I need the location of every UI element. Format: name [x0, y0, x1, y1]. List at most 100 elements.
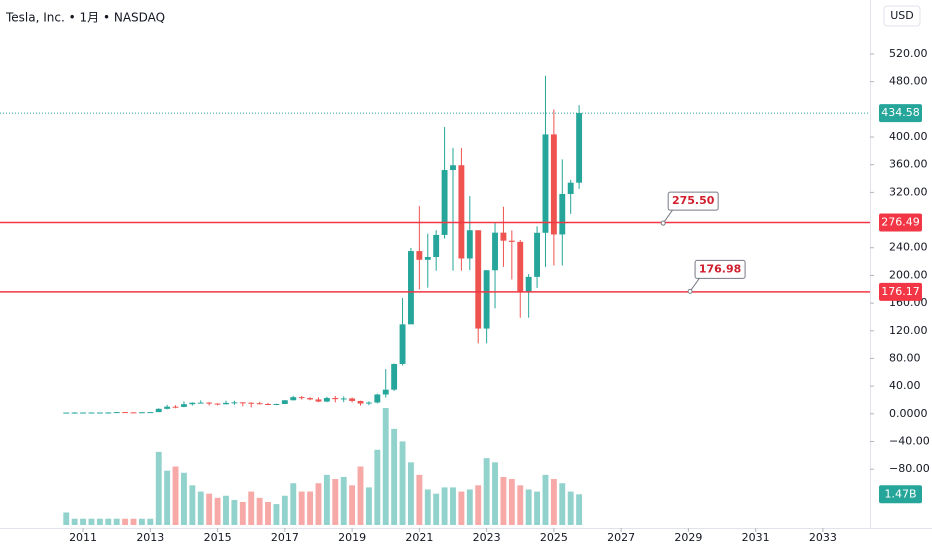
- volume-bar: [122, 518, 129, 525]
- candle-body: [214, 403, 221, 405]
- callout-box: [694, 259, 746, 279]
- x-tick-label: 2027: [607, 531, 635, 544]
- volume-bar: [550, 479, 557, 525]
- y-tick-label: 400.00: [889, 130, 928, 143]
- candle-body: [500, 232, 507, 241]
- candle-body: [239, 402, 246, 404]
- volume-bar: [483, 458, 490, 525]
- candle-body: [138, 412, 145, 414]
- candle-body: [458, 165, 465, 259]
- y-tick-label: 120.00: [889, 324, 928, 337]
- horizontal-line-label: 176.17: [881, 285, 920, 298]
- volume-bar: [189, 485, 196, 525]
- callout-anchor: [687, 288, 693, 294]
- candle-body: [248, 402, 255, 404]
- callout-box: [667, 191, 719, 211]
- volume-bar: [323, 474, 330, 525]
- y-tick-label: 320.00: [889, 185, 928, 198]
- volume-bar: [223, 495, 229, 525]
- candle-body: [483, 270, 490, 329]
- candle-body: [433, 234, 440, 258]
- volume-bar: [256, 497, 263, 525]
- volume-bar: [239, 502, 246, 525]
- callout-label: 275.50: [672, 194, 715, 207]
- candle-body: [559, 193, 566, 235]
- horizontal-line-box: [879, 282, 922, 301]
- candle-body: [164, 406, 171, 409]
- candle-body: [576, 113, 583, 183]
- candle-body: [567, 182, 574, 194]
- candle-body: [80, 412, 87, 414]
- volume-bar: [281, 495, 288, 525]
- candle-body: [517, 241, 524, 293]
- volume-bar: [315, 483, 322, 525]
- candle-body: [63, 412, 70, 414]
- candle-body: [315, 399, 322, 402]
- candle-body: [340, 398, 347, 400]
- volume-bar: [172, 466, 179, 525]
- candle-body: [391, 363, 398, 390]
- volume-bar: [96, 518, 103, 525]
- volume-bar: [525, 489, 532, 525]
- candle-body: [550, 134, 557, 235]
- x-tick-label: 2021: [405, 531, 433, 544]
- volume-bar: [441, 487, 448, 525]
- candle-body: [382, 389, 389, 395]
- currency[interactable]: USD: [890, 9, 914, 22]
- volume-bar: [197, 491, 204, 525]
- candle-body: [206, 402, 213, 404]
- volume-bar: [181, 472, 187, 525]
- volume-bar: [113, 518, 120, 525]
- volume-bar: [105, 518, 112, 525]
- candle-body: [408, 251, 414, 325]
- candle-body: [450, 165, 456, 171]
- candle-body: [88, 412, 95, 414]
- y-tick-label: 360.00: [889, 158, 928, 171]
- volume-bar: [534, 491, 541, 525]
- chart-title: Tesla, Inc. • 1月 • NASDAQ: [5, 11, 165, 25]
- volume-bar: [332, 479, 339, 525]
- x-tick-label: 2017: [271, 531, 299, 544]
- volume-bar: [559, 483, 566, 525]
- volume-bar: [517, 485, 524, 525]
- volume-bar: [458, 491, 465, 525]
- y-tick-label: 0.0000: [889, 407, 928, 420]
- last-price-label: 434.58: [881, 106, 920, 119]
- x-tick-label: 2011: [69, 531, 97, 544]
- candle-body: [273, 403, 280, 405]
- candle-body: [96, 412, 103, 414]
- currency-box[interactable]: [883, 5, 921, 27]
- candle-body: [357, 400, 364, 404]
- y-tick-label: 480.00: [889, 75, 928, 88]
- candle-body: [534, 232, 541, 277]
- candle-body: [155, 408, 162, 413]
- volume-bar: [63, 512, 70, 525]
- candle-body: [105, 412, 112, 414]
- volume-bar: [399, 441, 406, 525]
- volume-bar: [542, 474, 549, 525]
- volume-bar: [147, 518, 154, 525]
- volume-bar: [475, 485, 482, 525]
- candle-body: [281, 400, 288, 404]
- candle-body: [147, 412, 154, 414]
- candle-body: [508, 240, 515, 242]
- volume-bar: [349, 485, 356, 525]
- candle-body: [466, 230, 473, 259]
- candle-body: [256, 403, 263, 405]
- volume-bar: [408, 462, 414, 525]
- volume-bar: [273, 504, 280, 525]
- y-tick-label: 40.00: [889, 379, 921, 392]
- candle-body: [424, 257, 431, 260]
- volume-bar: [340, 476, 347, 525]
- candle-body: [399, 324, 406, 364]
- candle-body: [542, 134, 549, 233]
- x-tick-label: 2023: [473, 531, 501, 544]
- candle-body: [290, 397, 297, 401]
- volume-bar: [155, 451, 162, 525]
- volume-bar: [424, 489, 431, 525]
- candle-body: [416, 251, 423, 260]
- callout-label: 176.98: [699, 262, 741, 275]
- volume-bar: [450, 487, 456, 525]
- candle-body: [365, 402, 372, 404]
